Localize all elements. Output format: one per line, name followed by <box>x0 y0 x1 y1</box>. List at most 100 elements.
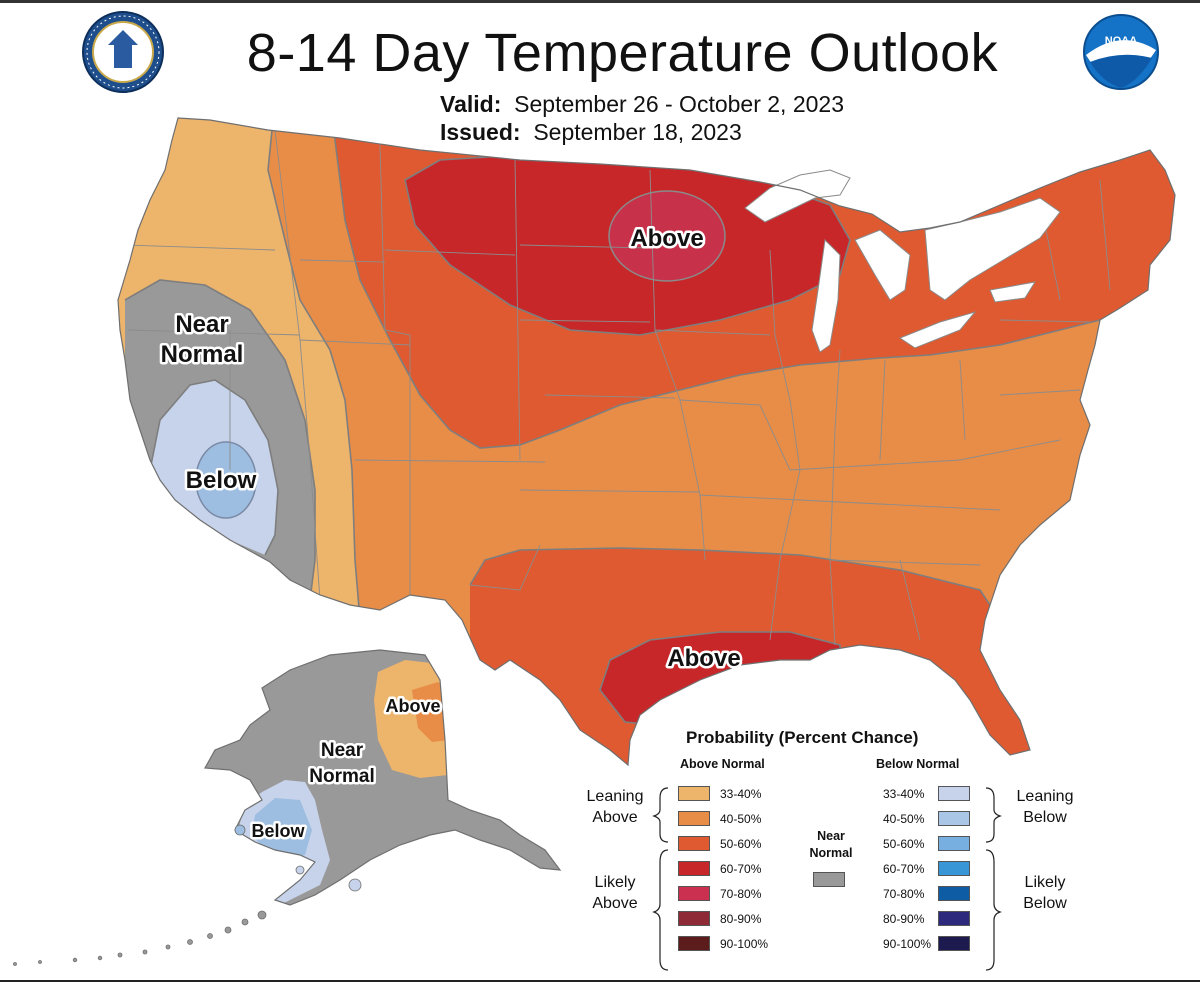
island <box>72 957 78 963</box>
state-line <box>679 399 791 471</box>
above-range-label-4: 60-70% <box>720 862 762 876</box>
state-line <box>959 359 966 441</box>
island <box>241 918 249 926</box>
above-range-label-1: 33-40% <box>720 787 762 801</box>
eagle-icon <box>108 30 138 68</box>
issued-label: Issued: <box>440 119 521 145</box>
conus-near-label-line1: Near <box>175 311 228 338</box>
issued-date: Issued: September 18, 2023 <box>440 119 742 146</box>
aleutian-islands <box>13 824 362 966</box>
alaska-near-label-line2: Normal <box>309 766 374 787</box>
above-swatch-6 <box>678 911 710 926</box>
lake-huron <box>854 229 911 301</box>
above-range-label-7: 90-100% <box>720 937 769 951</box>
noaa-text: NOAA <box>1105 35 1137 47</box>
state-line <box>274 129 321 601</box>
above-swatch-4 <box>678 861 710 876</box>
island <box>234 824 246 836</box>
below-swatch-1 <box>938 786 970 801</box>
island <box>187 939 193 945</box>
state-line <box>799 499 1001 511</box>
below-range-label-2: 40-50% <box>883 812 925 826</box>
below-range-label-5: 70-80% <box>883 887 925 901</box>
state-line <box>299 339 411 346</box>
state-line <box>544 394 676 399</box>
alaska-probability-fills <box>205 650 560 905</box>
leaning-above-brace <box>652 787 669 843</box>
below-braces <box>985 787 1002 971</box>
alaska-near-label-line1: Near <box>321 740 364 761</box>
state-line <box>514 159 521 461</box>
conus-above-south-label: Above <box>667 645 740 672</box>
island <box>117 952 123 958</box>
island <box>38 960 42 964</box>
state-line <box>789 439 1061 471</box>
legend-near-normal-label: Near Normal <box>801 828 861 862</box>
state-line <box>999 319 1091 323</box>
near-normal-swatch <box>813 872 845 887</box>
island <box>295 865 305 875</box>
lake-erie <box>898 311 977 349</box>
lake-michigan <box>811 238 841 353</box>
leaning-below-line2: Below <box>1023 809 1067 826</box>
below-range-label-3: 50-60% <box>883 837 925 851</box>
conus-outline <box>117 117 1176 767</box>
valid-dates: Valid: September 26 - October 2, 2023 <box>440 91 844 118</box>
top-border <box>0 0 1200 3</box>
below-range-label-1: 33-40% <box>883 787 925 801</box>
above-braces <box>652 787 669 971</box>
likely-above-line1: Likely <box>594 874 636 891</box>
leaning-below-label: Leaning Below <box>990 786 1100 828</box>
state-line <box>354 459 546 463</box>
below-swatch-3 <box>938 836 970 851</box>
above-range-label-3: 50-60% <box>720 837 762 851</box>
conus-near-label-line2: Normal <box>161 341 244 368</box>
contour-below-33 <box>149 379 279 556</box>
below-swatch-4 <box>938 861 970 876</box>
legend-below-header: Below Normal <box>876 757 960 771</box>
state-line <box>469 544 541 591</box>
issued-value: September 18, 2023 <box>533 119 742 145</box>
lake-ontario <box>989 281 1037 303</box>
above-range-label-5: 70-80% <box>720 887 762 901</box>
state-line <box>899 559 921 641</box>
below-swatch-5 <box>938 886 970 901</box>
canada-ontario-gap <box>924 197 1061 301</box>
conus-above-north-label: Above <box>630 225 703 252</box>
above-swatch-1 <box>678 786 710 801</box>
above-70-80-region <box>608 190 726 282</box>
state-line <box>879 359 886 461</box>
above-range-label-6: 80-90% <box>720 912 762 926</box>
island <box>224 926 232 934</box>
valid-value: September 26 - October 2, 2023 <box>514 91 845 117</box>
state-line <box>699 494 801 501</box>
conus-below-label: Below <box>186 467 257 494</box>
bottom-border <box>0 980 1200 982</box>
state-line <box>379 144 411 600</box>
state-line <box>519 319 651 323</box>
above-swatch-7 <box>678 936 710 951</box>
alaska-below-label: Below <box>251 821 305 841</box>
state-boundaries <box>124 129 1111 646</box>
noaa-logo: NOAA <box>1083 14 1159 90</box>
below-range-label-4: 60-70% <box>883 862 925 876</box>
alaska-outline <box>204 649 562 906</box>
noaa-wave <box>1090 54 1152 88</box>
leaning-above-line2: Above <box>592 809 638 826</box>
below-40-50-conus-region <box>195 441 257 519</box>
island <box>257 910 267 920</box>
island <box>142 949 148 955</box>
likely-above-line2: Above <box>592 895 638 912</box>
below-swatch-2 <box>938 811 970 826</box>
department-of-commerce-seal <box>82 11 164 93</box>
leaning-above-line1: Leaning <box>586 788 644 805</box>
likely-below-line1: Likely <box>1024 874 1066 891</box>
legend-above-header: Above Normal <box>680 757 765 771</box>
state-line <box>1099 179 1111 291</box>
state-line <box>519 489 701 493</box>
state-line <box>384 249 516 256</box>
below-swatch-6 <box>938 911 970 926</box>
leaning-below-brace <box>985 787 1002 843</box>
state-line <box>769 249 801 641</box>
